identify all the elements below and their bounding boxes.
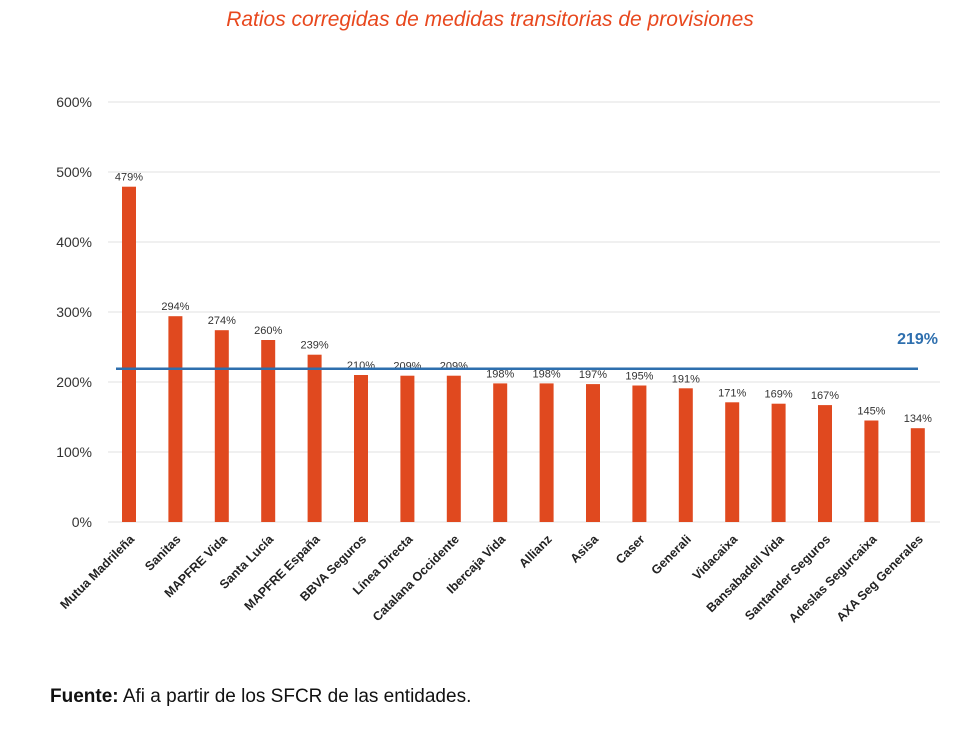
bar-value-label: 191%	[672, 373, 700, 385]
bar-value-label: 197%	[579, 369, 607, 381]
bar	[493, 383, 508, 522]
bar-value-label: 195%	[625, 371, 653, 383]
bar-value-label: 198%	[533, 368, 561, 380]
x-category-label: Asisa	[568, 531, 602, 565]
y-tick-label: 500%	[56, 164, 92, 180]
y-tick-label: 100%	[56, 444, 92, 460]
bar	[168, 316, 183, 522]
bar-value-label: 479%	[115, 172, 143, 184]
bar	[261, 340, 276, 522]
bar-value-label: 209%	[393, 361, 421, 373]
bar-value-label: 239%	[301, 340, 329, 352]
y-tick-label: 600%	[56, 94, 92, 110]
bar-value-label: 169%	[765, 389, 793, 401]
bar	[771, 403, 786, 522]
y-tick-label: 400%	[56, 234, 92, 250]
bar-value-label: 294%	[161, 301, 189, 313]
bar	[446, 375, 461, 522]
bars	[122, 186, 925, 522]
x-category-label: AXA Seg Generales	[834, 532, 926, 624]
bar-value-label: 134%	[904, 413, 932, 425]
bar-value-label: 260%	[254, 325, 282, 337]
y-axis-tick-labels: 0% 100% 200% 300% 400% 500% 600%	[56, 94, 92, 530]
bar-value-label: 198%	[486, 368, 514, 380]
x-category-label: Generali	[649, 532, 694, 577]
bar	[864, 420, 879, 522]
bar-value-label: 209%	[440, 361, 468, 373]
x-category-label: Sanitas	[142, 532, 183, 573]
bar-value-labels: 479% 294% 274% 260% 239% 210% 209% 209% 198% 198%…	[115, 172, 932, 426]
bar	[539, 383, 554, 522]
bar	[632, 385, 647, 522]
gridlines	[108, 101, 940, 523]
x-category-label: Catalana Occidente	[370, 532, 462, 624]
x-category-label: Caser	[613, 532, 648, 567]
bar	[678, 388, 693, 522]
bar	[818, 405, 832, 522]
reference-line-label: 219%	[897, 331, 938, 348]
x-category-label: Adeslas Segurcaixa	[786, 531, 880, 625]
x-category-label: Mutua Madrileña	[57, 531, 137, 611]
x-category-label: Santander Seguros	[742, 532, 833, 623]
bar	[725, 402, 740, 522]
bar-value-label: 210%	[347, 360, 375, 372]
y-tick-label: 300%	[56, 304, 92, 320]
y-tick-label: 200%	[56, 374, 92, 390]
x-category-label: Bansabadell Vida	[704, 531, 788, 615]
x-category-label: Allianz	[516, 532, 554, 570]
bar	[354, 375, 368, 522]
source-note: Fuente: Afi a partir de los SFCR de las …	[50, 686, 471, 708]
bar	[307, 354, 322, 522]
bar	[214, 330, 229, 522]
bar	[122, 186, 136, 522]
bar	[910, 428, 925, 522]
chart-title: Ratios corregidas de medidas transitoria…	[226, 8, 754, 31]
bar-value-label: 145%	[857, 406, 885, 418]
bar-value-label: 171%	[718, 387, 746, 399]
bar-value-label: 274%	[208, 315, 236, 327]
y-tick-label: 0%	[72, 514, 92, 530]
bar	[400, 375, 415, 522]
reference-line-group: 219%	[116, 331, 938, 370]
bar-value-label: 167%	[811, 390, 839, 402]
source-label: Fuente:	[50, 686, 119, 707]
source-text: Afi a partir de los SFCR de las entidade…	[118, 686, 472, 707]
bar	[586, 384, 600, 522]
